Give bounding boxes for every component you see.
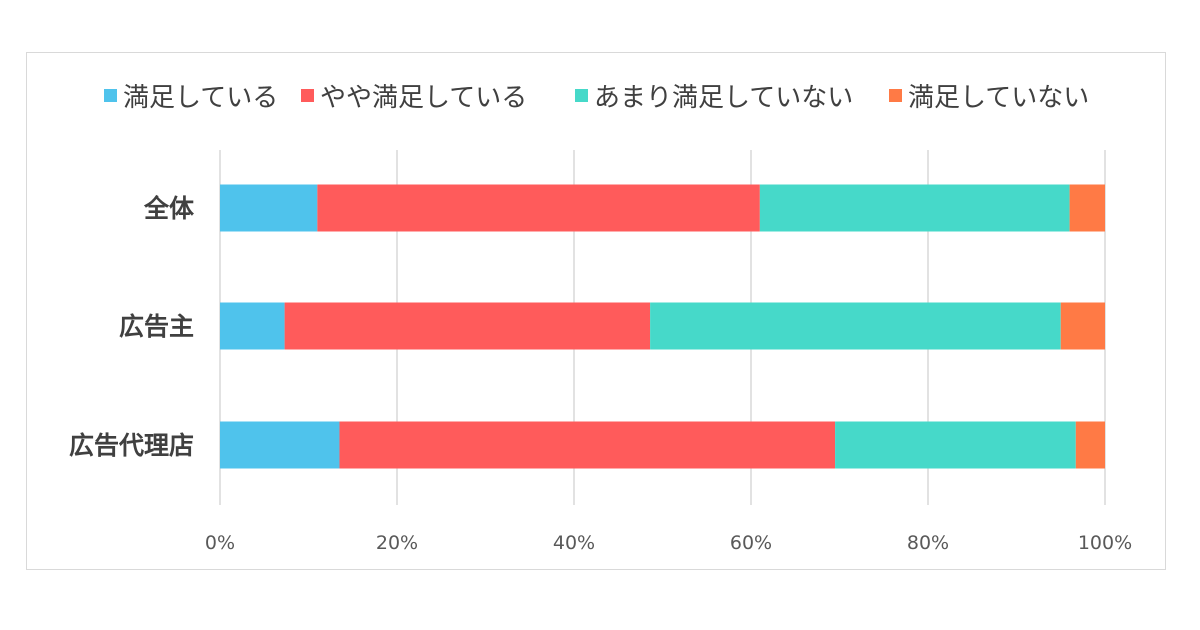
legend-item-not-very-satisfied: あまり満足していない	[575, 78, 854, 113]
x-tick-label: 80%	[907, 532, 949, 554]
category-label: 広告主	[119, 312, 194, 341]
bar-segment	[339, 421, 836, 469]
bar-segment	[759, 184, 1070, 232]
legend-label: あまり満足していない	[594, 82, 854, 113]
bar-segment	[284, 302, 651, 350]
bar-segment	[1069, 184, 1105, 232]
category-label: 全体	[143, 194, 195, 223]
x-tick-label: 20%	[376, 532, 418, 554]
legend: 満足している やや満足している あまり満足していない 満足していない	[0, 0, 1200, 113]
legend-swatch	[889, 88, 902, 102]
bar-segment	[650, 302, 1061, 350]
legend-label: 満足している	[123, 82, 279, 113]
legend-swatch	[575, 88, 588, 102]
legend-label: 満足していない	[908, 82, 1090, 113]
bar-segment	[220, 421, 340, 469]
x-tick-label: 60%	[730, 532, 772, 554]
bar-segment	[1060, 302, 1105, 350]
bar-segment	[220, 302, 285, 350]
bar-segment	[835, 421, 1076, 469]
x-tick-label: 0%	[205, 532, 235, 554]
legend-label: やや満足している	[320, 82, 528, 113]
category-label: 広告代理店	[69, 431, 194, 460]
legend-item-satisfied: 満足している	[104, 78, 279, 113]
bar-segment	[317, 184, 760, 232]
legend-item-somewhat-satisfied: やや満足している	[301, 78, 528, 113]
legend-swatch	[104, 88, 117, 102]
x-tick-label: 100%	[1078, 532, 1132, 554]
bar-segment	[220, 184, 318, 232]
x-tick-label: 40%	[553, 532, 595, 554]
bar-segment	[1075, 421, 1105, 469]
legend-item-not-satisfied: 満足していない	[889, 78, 1090, 113]
legend-swatch	[301, 88, 314, 102]
